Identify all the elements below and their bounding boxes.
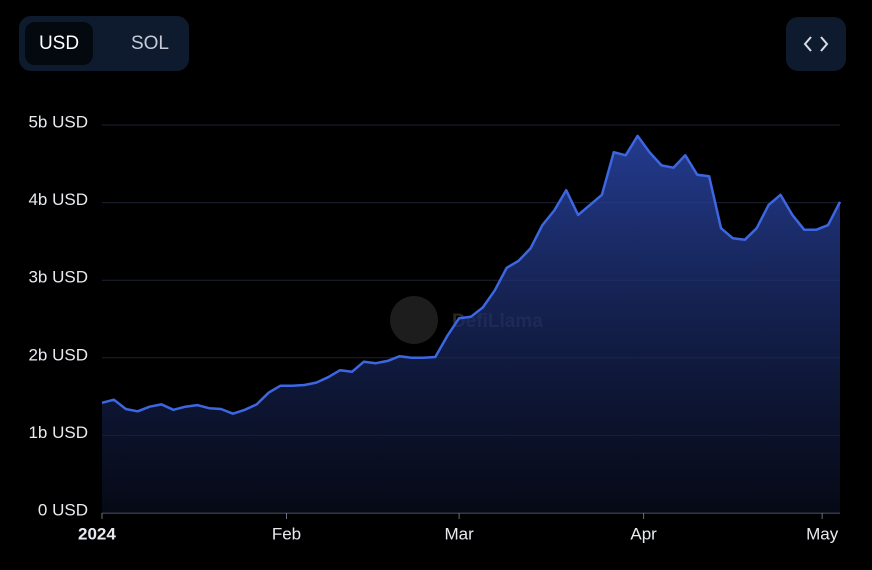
y-tick-label: 1b USD <box>28 423 88 442</box>
embed-bg[interactable] <box>786 17 846 71</box>
y-tick-label: 2b USD <box>28 345 88 364</box>
embed-icon[interactable] <box>803 36 829 52</box>
y-tick-label: 3b USD <box>28 268 88 287</box>
x-tick-label: Apr <box>630 524 657 543</box>
y-tick-label: 0 USD <box>38 500 88 519</box>
plot: 0 USD 1b USD 2b USD 3b USD 4b USD 5b USD 2024 F… <box>28 112 842 543</box>
x-tick-label: Mar <box>444 524 474 543</box>
y-tick-label: 5b USD <box>28 112 88 131</box>
x-tick-label: Feb <box>272 524 301 543</box>
data-line <box>101 134 842 415</box>
watermark-logo <box>390 296 438 344</box>
currency-toggle: USD SOL <box>19 16 189 71</box>
x-tick-label: May <box>806 524 839 543</box>
toggle-active[interactable] <box>25 22 93 65</box>
toggle-usd[interactable]: USD <box>39 33 79 54</box>
y-tick-label: 4b USD <box>28 190 88 209</box>
area-fill <box>102 135 840 513</box>
toggle-sol[interactable]: SOL <box>131 33 169 54</box>
x-tick-label: 2024 <box>78 524 116 543</box>
embed-button[interactable] <box>786 17 846 71</box>
